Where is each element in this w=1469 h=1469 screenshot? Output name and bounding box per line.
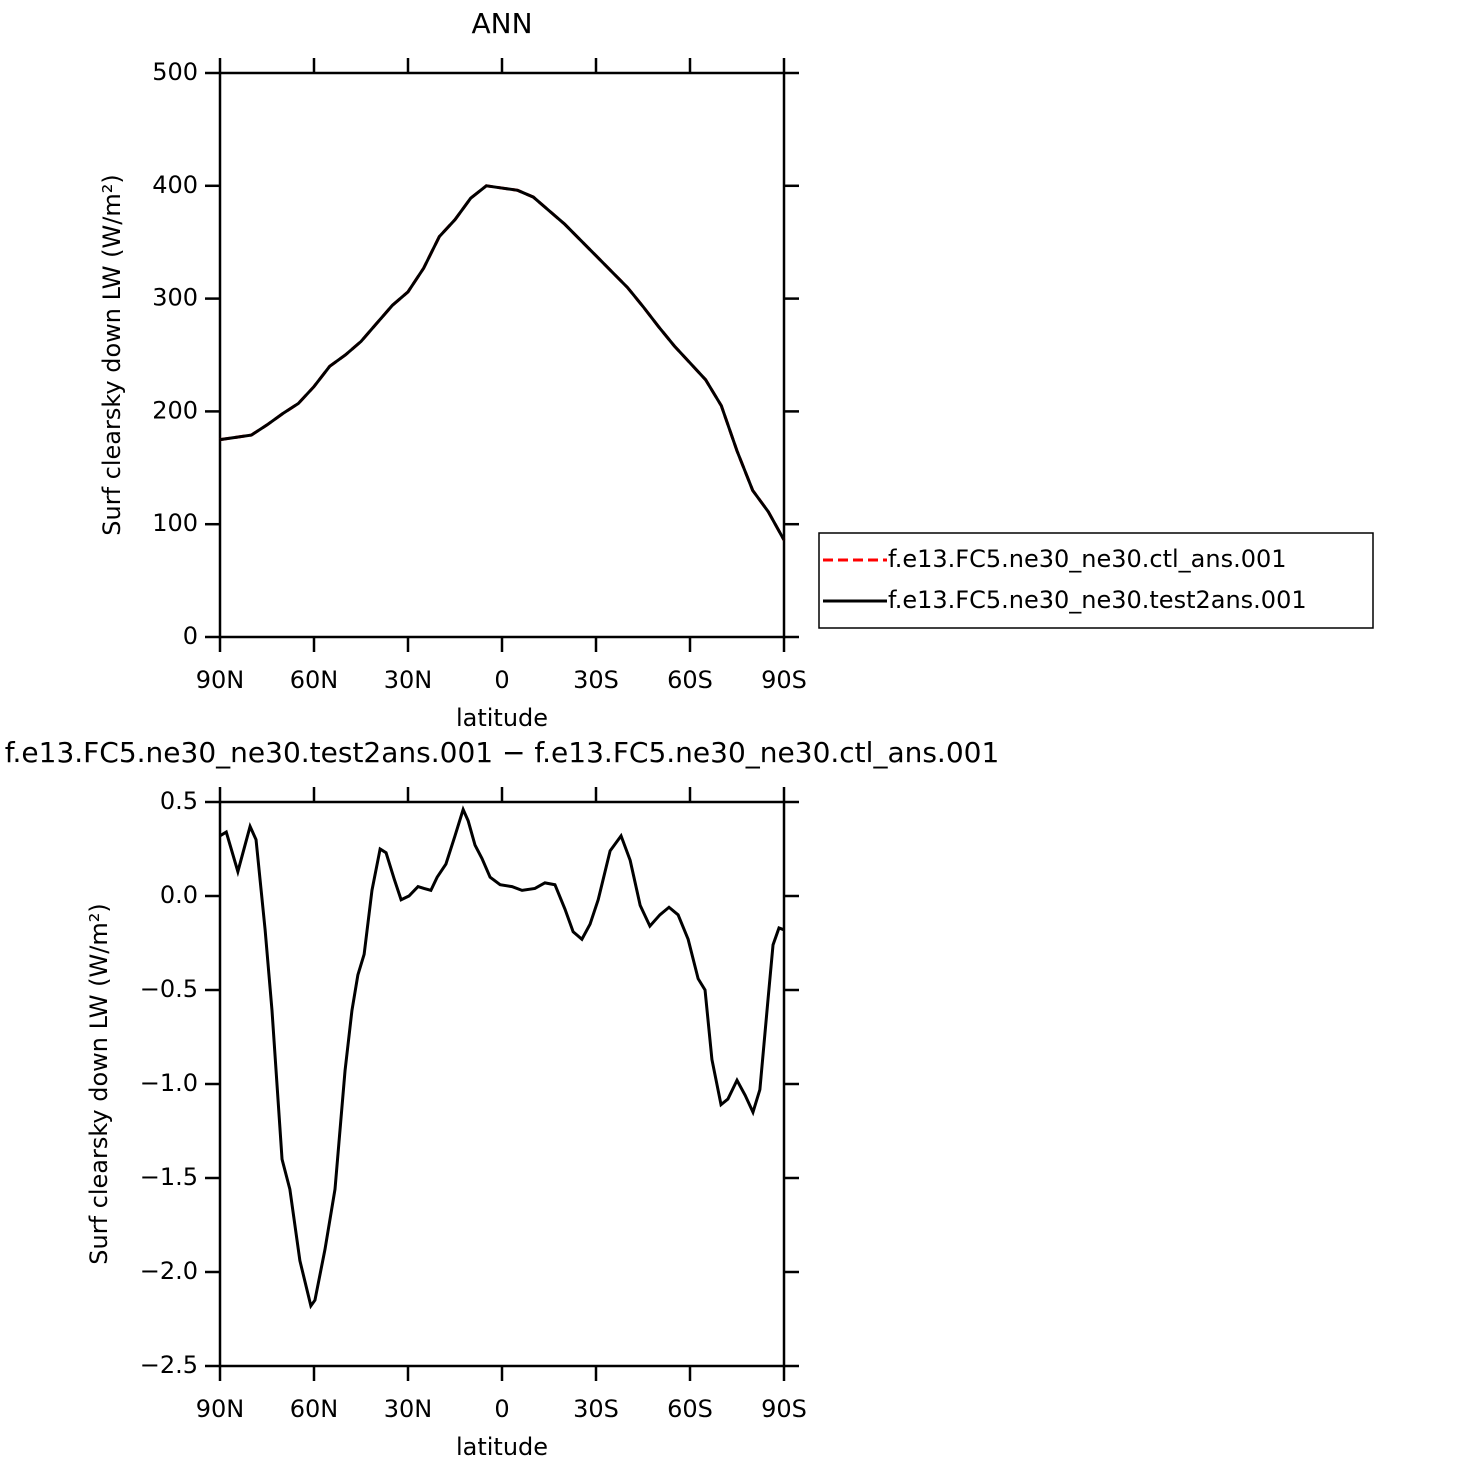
x-tick-label: 60S [667,666,713,694]
chart-title: ANN [471,7,532,40]
y-tick-label: 0.5 [160,787,198,815]
y-tick-label: −0.5 [140,975,198,1003]
x-axis-label: latitude [456,704,548,732]
y-tick-label: 0 [183,622,198,650]
chart-title: f.e13.FC5.ne30_ne30.test2ans.001 − f.e13… [5,736,1000,769]
legend-box [818,532,1374,629]
data-line [219,805,785,1310]
data-line [219,184,786,541]
x-tick-label: 90N [196,1395,245,1423]
x-tick-label: 30N [384,666,433,694]
x-tick-label: 90N [196,666,245,694]
x-tick-label: 30N [384,1395,433,1423]
x-tick-label: 30S [573,666,619,694]
legend-label: f.e13.FC5.ne30_ne30.test2ans.001 [888,586,1307,614]
y-tick-label: 300 [152,284,198,312]
y-tick-label: 100 [152,509,198,537]
y-axis-label: Surf clearsky down LW (W/m²) [98,174,126,535]
y-tick-label: −1.5 [140,1163,198,1191]
y-axis-label: Surf clearsky down LW (W/m²) [85,903,113,1264]
x-tick-label: 30S [573,1395,619,1423]
y-tick-label: 500 [152,58,198,86]
x-axis-label: latitude [456,1433,548,1461]
x-tick-label: 0 [494,1395,509,1423]
plot-frame [218,71,786,639]
y-tick-label: 400 [152,171,198,199]
x-tick-label: 0 [494,666,509,694]
x-tick-label: 60N [290,666,339,694]
y-tick-label: −2.0 [140,1257,198,1285]
x-tick-label: 90S [761,1395,807,1423]
x-tick-label: 60S [667,1395,713,1423]
y-tick-label: 200 [152,396,198,424]
y-tick-label: 0.0 [160,881,198,909]
y-tick-label: −1.0 [140,1069,198,1097]
x-tick-label: 60N [290,1395,339,1423]
x-tick-label: 90S [761,666,807,694]
y-tick-label: −2.5 [140,1351,198,1379]
data-line [219,184,786,541]
legend-label: f.e13.FC5.ne30_ne30.ctl_ans.001 [888,545,1287,573]
